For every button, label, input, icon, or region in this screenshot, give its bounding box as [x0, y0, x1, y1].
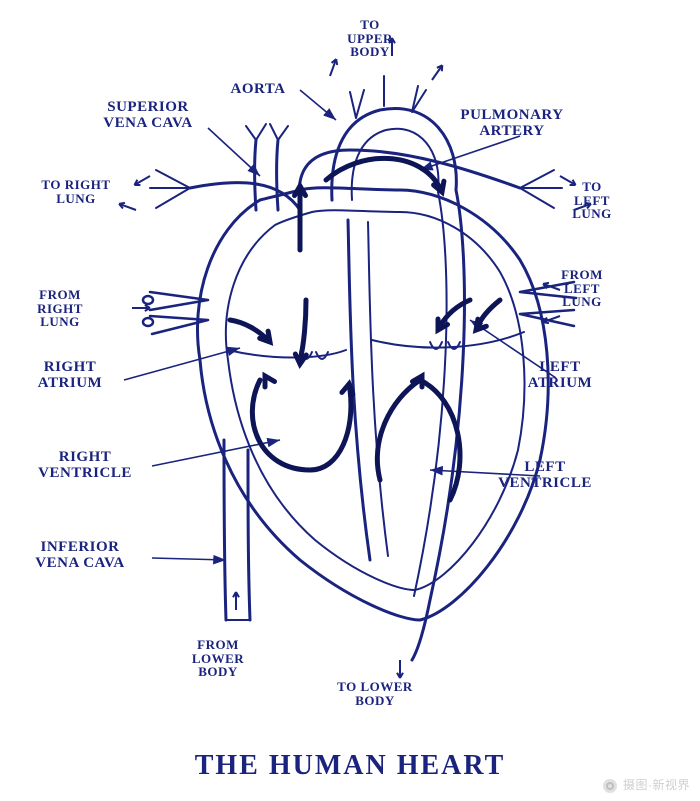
watermark-text: 摄图·新视界 — [623, 778, 690, 792]
label-right-atrium: RIGHT ATRIUM — [38, 360, 102, 392]
watermark: 摄图·新视界 — [603, 776, 690, 793]
label-right-ventricle: RIGHT VENTRICLE — [38, 450, 132, 482]
label-from-left-lung: FROM LEFT LUNG — [561, 268, 603, 309]
label-inferior-vena-cava: INFERIOR VENA CAVA — [35, 540, 124, 572]
label-from-right-lung: FROM RIGHT LUNG — [37, 288, 83, 329]
heart-outline — [198, 188, 549, 620]
diagram-stage: TO UPPER BODY AORTA SUPERIOR VENA CAVA PULM… — [0, 0, 700, 801]
label-from-lower-body: FROM LOWER BODY — [192, 638, 244, 679]
label-left-atrium: LEFT ATRIUM — [528, 360, 592, 392]
pulmonary-veins — [143, 282, 576, 334]
label-to-lower-body: TO LOWER BODY — [337, 680, 413, 707]
label-aorta: AORTA — [230, 82, 285, 98]
label-to-upper-body: TO UPPER BODY — [347, 18, 393, 59]
diagram-title: THE HUMAN HEART — [0, 750, 700, 782]
label-superior-vena-cava: SUPERIOR VENA CAVA — [103, 100, 192, 132]
label-to-left-lung: TO LEFT LUNG — [572, 180, 612, 221]
label-pulmonary-artery: PULMONARY ARTERY — [460, 108, 563, 140]
label-left-ventricle: LEFT VENTRICLE — [498, 460, 592, 492]
label-to-right-lung: TO RIGHT LUNG — [41, 178, 110, 205]
